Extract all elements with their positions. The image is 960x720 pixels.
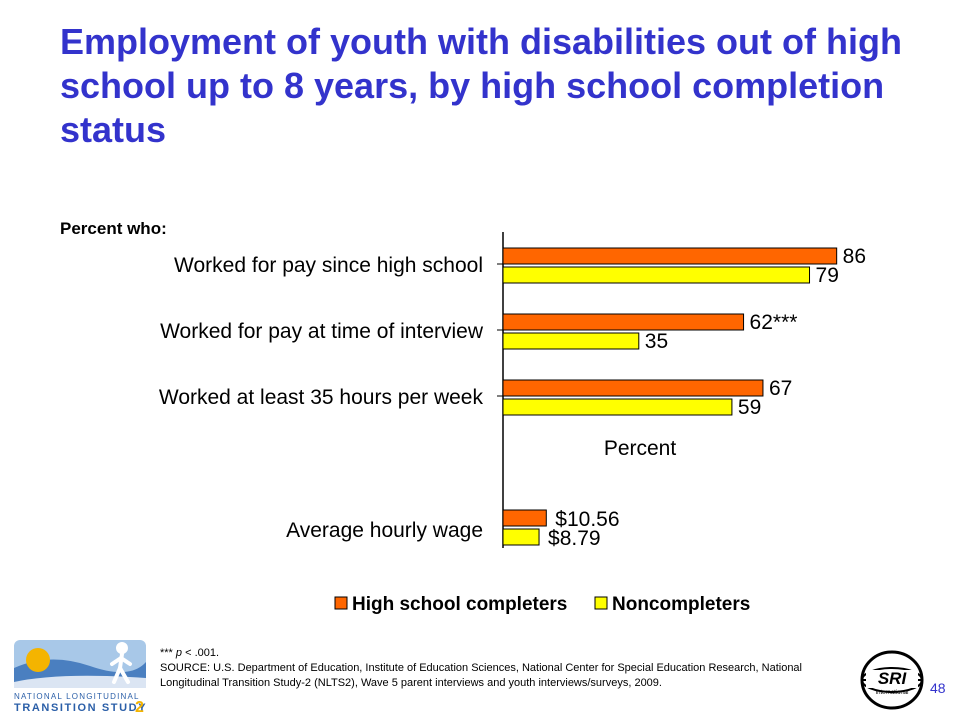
data-label: 35 [645,330,668,353]
legend-label: Noncompleters [612,594,750,615]
footnote: *** p < .001. SOURCE: U.S. Department of… [160,646,860,691]
bar [502,509,547,527]
category-label: Worked for pay since high school [174,254,483,277]
bar [502,332,640,350]
legend-swatch [594,596,608,610]
svg-text:2: 2 [135,699,144,714]
page-title: Employment of youth with disabilities ou… [60,21,902,150]
data-label: 59 [738,396,761,419]
source-note: SOURCE: U.S. Department of Education, In… [160,662,802,689]
bar [502,528,540,546]
data-label: $10.56 [555,508,619,531]
bar [502,247,838,265]
category-label: Worked at least 35 hours per week [159,386,484,409]
bar [502,266,811,284]
page-number: 48 [930,680,946,696]
svg-text:TRANSITION STUDY: TRANSITION STUDY [14,702,147,714]
chart-subtitle: Percent who: [60,219,167,238]
x-axis-title: Percent [604,437,677,460]
data-label: 79 [816,264,839,287]
category-label: Average hourly wage [286,519,483,542]
svg-text:NATIONAL LONGITUDINAL: NATIONAL LONGITUDINAL [14,692,140,701]
data-label: 67 [769,377,792,400]
bar [502,379,764,397]
sri-logo: SRI International [860,650,924,710]
data-label: $8.79 [548,527,601,550]
legend-swatch [334,596,348,610]
bar [502,398,733,416]
category-label: Worked for pay at time of interview [160,320,484,343]
nlts2-logo: NATIONAL LONGITUDINAL TRANSITION STUDY 2 [14,640,147,714]
svg-text:International: International [875,690,908,696]
bar [502,313,745,331]
significance-note: *** p < .001. [160,647,220,659]
data-label: 62*** [750,311,798,334]
data-label: 86 [843,245,866,268]
legend-label: High school completers [352,594,567,615]
svg-text:SRI: SRI [878,669,908,688]
